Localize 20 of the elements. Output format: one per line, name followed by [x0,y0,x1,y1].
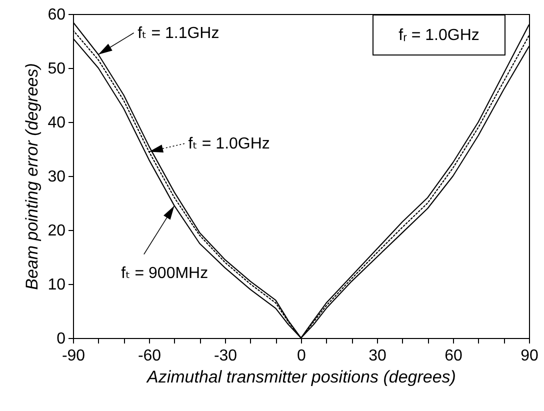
x-tick-label: 60 [444,348,462,364]
legend-label: fₜ = 1.0GHz [188,136,270,153]
series-label: fₜ = 900MHz [121,265,208,282]
x-tick-label: 0 [297,348,306,364]
y-tick-label: 10 [48,276,66,294]
legend-label: fₜ = 1.1GHz [138,24,220,42]
x-axis-title: Azimuthal transmitter positions (degrees) [146,368,456,386]
x-tick-label: -30 [214,348,238,364]
y-tick-label: 20 [48,222,66,240]
y-tick-label: 40 [48,114,66,132]
y-tick-label: 0 [56,330,66,348]
y-axis-title: Beam pointing error (degrees) [22,63,42,290]
x-tick-label: 90 [520,348,538,364]
y-tick-label: 30 [48,168,66,186]
x-tick-label: -60 [138,348,162,364]
x-tick-label: 30 [368,348,386,364]
x-tick-label: -90 [62,348,86,364]
y-tick-label: 60 [48,6,66,24]
y-tick-label: 50 [48,60,66,78]
annotation: fᵣ = 1.0GHz [398,27,480,44]
